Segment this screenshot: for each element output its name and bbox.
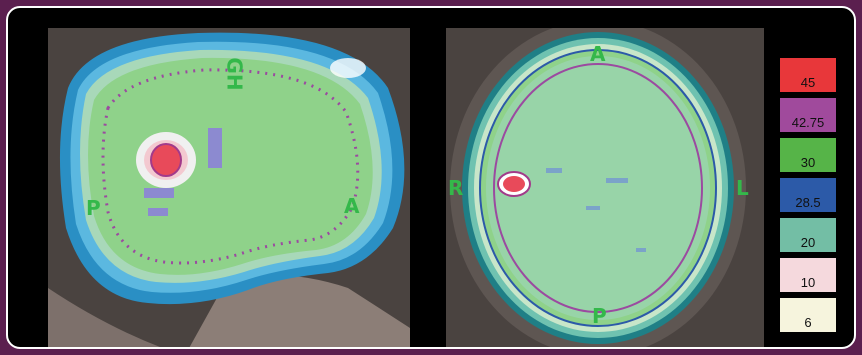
legend-label: 6 [804, 315, 812, 330]
legend-item-45: 45 [780, 58, 836, 92]
axial-dose-image: A P R L [446, 28, 764, 347]
sagittal-label-gh: GH [222, 57, 247, 91]
legend-label: 45 [800, 75, 816, 90]
legend-label: 30 [800, 155, 816, 170]
axial-label-posterior: P [592, 304, 607, 328]
sagittal-dose-svg [48, 28, 410, 347]
legend-label: 42.75 [791, 115, 825, 130]
legend-item-30: 30 [780, 138, 836, 172]
sagittal-label-posterior: P [86, 196, 101, 220]
axial-label-right: R [448, 176, 464, 200]
legend-label: 10 [800, 275, 816, 290]
axial-label-anterior: A [590, 42, 606, 66]
figure-frame: GH P A A P R L 45 4 [6, 6, 856, 349]
legend-label: 20 [800, 235, 816, 250]
legend-item-42-75: 42.75 [780, 98, 836, 132]
legend-item-6: 6 [780, 298, 836, 332]
legend-item-10: 10 [780, 258, 836, 292]
sagittal-label-anterior: A [344, 194, 360, 218]
dose-legend: 45 42.75 30 28.5 20 10 6 [780, 58, 836, 338]
axial-label-left: L [736, 176, 749, 200]
axial-dose-svg [446, 28, 764, 347]
legend-label: 28.5 [795, 195, 821, 210]
legend-item-20: 20 [780, 218, 836, 252]
legend-item-28-5: 28.5 [780, 178, 836, 212]
sagittal-dose-image: GH P A [48, 28, 410, 347]
